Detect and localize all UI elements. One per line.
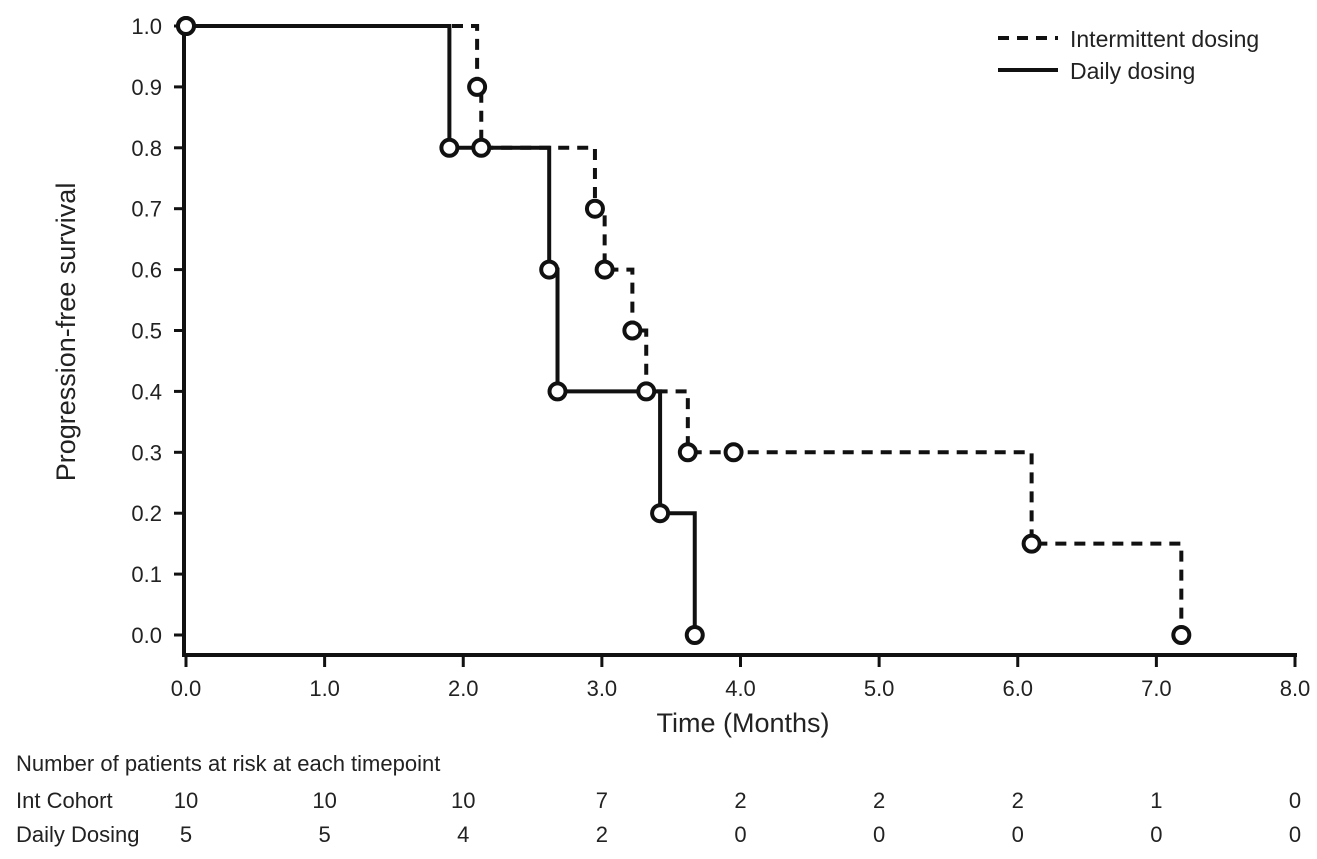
y-tick-label: 0.8 <box>131 136 162 161</box>
x-tick-label: 1.0 <box>309 676 340 701</box>
risk-table-title: Number of patients at risk at each timep… <box>16 751 440 776</box>
risk-table: Number of patients at risk at each timep… <box>16 751 1301 847</box>
risk-value: 10 <box>451 788 475 813</box>
censor-marker-daily-dosing <box>176 16 196 36</box>
risk-value: 2 <box>734 788 746 813</box>
x-tick-label: 6.0 <box>1002 676 1033 701</box>
risk-value: 0 <box>873 822 885 847</box>
censor-marker-intermittent-dosing <box>584 198 605 219</box>
risk-value: 2 <box>596 822 608 847</box>
risk-value: 7 <box>596 788 608 813</box>
markers-group <box>176 16 1192 645</box>
risk-value: 0 <box>1150 822 1162 847</box>
y-tick-label: 0.6 <box>131 258 162 283</box>
censor-marker-daily-dosing <box>439 137 460 158</box>
y-tick-label: 0.5 <box>131 319 162 344</box>
y-tick-label: 0.4 <box>131 379 162 404</box>
censor-marker-daily-dosing <box>650 503 671 524</box>
y-tick-label: 0.9 <box>131 75 162 100</box>
legend-daily-label: Daily dosing <box>1070 58 1195 84</box>
risk-value: 10 <box>174 788 198 813</box>
censor-marker-intermittent-dosing <box>1021 533 1042 554</box>
x-tick-label: 0.0 <box>171 676 202 701</box>
risk-row-label-daily: Daily Dosing <box>16 822 140 847</box>
x-tick-label: 8.0 <box>1280 676 1311 701</box>
x-tick-label: 7.0 <box>1141 676 1172 701</box>
risk-value: 0 <box>1012 822 1024 847</box>
risk-values: 10 10 10 7 2 2 2 1 05 5 4 2 0 0 0 0 0 <box>174 788 1301 847</box>
x-tick-label: 2.0 <box>448 676 479 701</box>
risk-row-label-int: Int Cohort <box>16 788 113 813</box>
risk-value: 0 <box>734 822 746 847</box>
y-tick-label: 0.7 <box>131 197 162 222</box>
censor-marker-daily-dosing <box>684 625 705 645</box>
risk-value: 0 <box>1289 822 1301 847</box>
risk-value: 4 <box>457 822 469 847</box>
x-axis-label: Time (Months) <box>656 708 829 738</box>
y-ticks-group: 0.0 0.1 0.2 0.3 0.4 0.5 0.6 0.7 0.8 0.9 1.0 <box>131 14 184 648</box>
legend-intermittent-label: Intermittent dosing <box>1070 26 1259 52</box>
censor-marker-intermittent-dosing <box>677 442 698 463</box>
series-line-intermittent-dosing <box>186 24 1184 635</box>
risk-value: 5 <box>180 822 192 847</box>
risk-value: 2 <box>1012 788 1024 813</box>
censor-marker-daily-dosing <box>547 381 568 402</box>
censor-marker-intermittent-dosing <box>1171 625 1192 645</box>
series-line-daily-dosing <box>186 24 697 635</box>
y-tick-label: 1.0 <box>131 14 162 39</box>
x-tick-label: 3.0 <box>587 676 618 701</box>
y-tick-label: 0.0 <box>131 623 162 648</box>
censor-marker-intermittent-dosing <box>471 137 492 158</box>
y-tick-label: 0.1 <box>131 562 162 587</box>
x-tick-label: 4.0 <box>725 676 756 701</box>
censor-marker-intermittent-dosing <box>594 259 615 280</box>
censor-marker-daily-dosing <box>539 259 560 280</box>
legend: Intermittent dosing Daily dosing <box>998 26 1259 84</box>
censor-marker-intermittent-dosing <box>467 76 488 97</box>
censor-marker-intermittent-dosing <box>723 442 744 463</box>
x-ticks-group: 0.0 1.0 2.0 3.0 4.0 5.0 6.0 7.0 8.0 <box>171 655 1311 701</box>
y-axis-label: Progression-free survival <box>51 183 81 482</box>
y-tick-label: 0.3 <box>131 440 162 465</box>
risk-value: 1 <box>1150 788 1162 813</box>
risk-value: 10 <box>312 788 336 813</box>
x-tick-label: 5.0 <box>864 676 895 701</box>
risk-value: 0 <box>1289 788 1301 813</box>
y-tick-label: 0.2 <box>131 501 162 526</box>
axes-group <box>182 20 1297 657</box>
risk-value: 5 <box>319 822 331 847</box>
censor-marker-intermittent-dosing <box>636 381 657 402</box>
censor-marker-intermittent-dosing <box>622 320 643 341</box>
risk-value: 2 <box>873 788 885 813</box>
